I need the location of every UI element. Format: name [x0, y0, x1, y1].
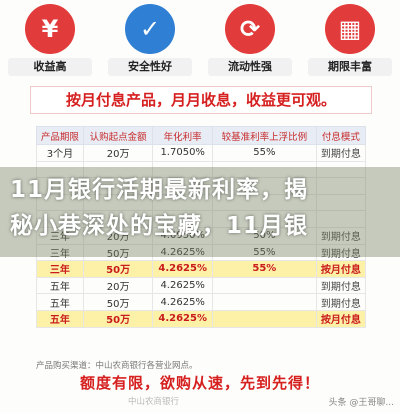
table-cell	[211, 309, 317, 328]
table-row	[36, 193, 367, 212]
flow-cycle-icon: ⟳	[225, 4, 275, 54]
headline-line-2: 秘小巷深处的宝藏，11月银	[10, 213, 309, 239]
table-cell: 按月付息	[315, 309, 367, 328]
table-cell: 4.2625%	[152, 276, 213, 295]
table-cell: 1.7050%	[152, 144, 213, 162]
table-cell: 到期付息	[315, 293, 367, 311]
table-row	[36, 210, 367, 228]
table-cell: 4.2625%	[152, 293, 213, 311]
table-cell: 20万	[82, 144, 154, 162]
headline-line-1: 11月银行活期最新利率，揭	[10, 177, 309, 203]
table-cell: 20万	[82, 276, 154, 295]
table-cell: 到期付息	[315, 276, 367, 295]
table-row: 五年 50万 4.2625% 到期付息	[36, 293, 367, 311]
table-row: 五年 20万 4.2625% 到期付息	[36, 276, 367, 295]
table-row	[36, 177, 367, 195]
feature-label: 期限丰富	[308, 58, 392, 76]
table-cell: 五年	[36, 276, 84, 295]
feature-row: ¥ 收益高 ✓ 安全性好 ⟳ 流动性强 ▦ 期限丰富	[6, 4, 394, 82]
header-markup: 较基准利率上浮比例	[211, 126, 317, 145]
table-cell: 五年	[36, 293, 84, 311]
table-cell: 55%	[211, 260, 317, 278]
feature-label: 收益高	[8, 58, 92, 76]
header-min-amount: 认购起点金额	[82, 126, 154, 145]
table-cell: 到期付息	[315, 144, 367, 162]
feature-label: 流动性强	[208, 58, 292, 76]
header-payment-mode: 付息模式	[315, 126, 367, 145]
table-cell: 50万	[82, 260, 154, 278]
shield-check-icon: ✓	[125, 4, 175, 54]
feature-liquidity: ⟳ 流动性强	[206, 4, 294, 82]
rate-table: 产品期限 认购起点金额 年化利率 较基准利率上浮比例 付息模式 3个月 20万 1.…	[36, 126, 367, 328]
table-cell	[211, 276, 317, 295]
table-cell	[211, 293, 317, 311]
feature-safety: ✓ 安全性好	[106, 4, 194, 82]
table-row	[36, 160, 367, 179]
table-cell: 50万	[82, 309, 154, 328]
table-row: 三年 20万 4.0950% 50% 到期付息	[36, 226, 367, 245]
table-row: 三年 50万 4.2625% 55% 按月付息	[36, 260, 367, 278]
table-cell: 三年	[36, 260, 84, 278]
money-bag-icon: ¥	[25, 4, 75, 54]
headline-overlay	[0, 167, 400, 257]
table-cell: 50万	[82, 293, 154, 311]
table-row: 3个月 20万 1.7050% 55% 到期付息	[36, 144, 367, 162]
article-headline: 11月银行活期最新利率，揭 秘小巷深处的宝藏，11月银	[10, 172, 398, 244]
feature-terms: ▦ 期限丰富	[306, 4, 394, 82]
calendar-icon: ▦	[325, 4, 375, 54]
header-rate: 年化利率	[152, 126, 213, 145]
table-header-row: 产品期限 认购起点金额 年化利率 较基准利率上浮比例 付息模式	[36, 126, 367, 145]
feature-label: 安全性好	[108, 58, 192, 76]
author-credit: 头条 @王哥聊...	[328, 398, 394, 408]
promo-banner: 按月付息产品，月月收息，收益更可观。	[30, 86, 372, 114]
table-cell: 4.2625%	[152, 309, 213, 328]
footer-banner: 额度有限，欲购从速，先到先得！	[79, 374, 320, 392]
purchase-channel-note: 产品购买渠道：中山农商银行各营业网点。	[36, 361, 198, 371]
bank-watermark: 中山农商银行	[128, 397, 180, 407]
feature-high-yield: ¥ 收益高	[6, 4, 94, 82]
table-cell: 按月付息	[315, 260, 367, 278]
table-cell: 五年	[36, 309, 84, 328]
table-cell: 4.2625%	[152, 260, 213, 278]
table-cell: 55%	[211, 144, 317, 162]
table-row: 五年 50万 4.2625% 按月付息	[36, 309, 367, 328]
table-cell: 3个月	[36, 144, 84, 162]
header-term: 产品期限	[36, 126, 84, 145]
